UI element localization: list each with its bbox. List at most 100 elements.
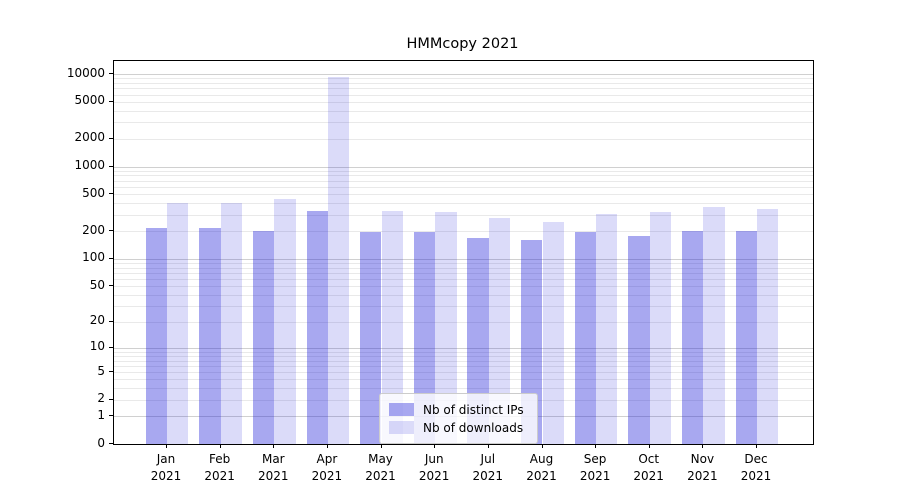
y-tick-label-2: 2 (97, 391, 105, 406)
legend: Nb of distinct IPs Nb of downloads (379, 393, 538, 444)
y-gridline-minor-7000 (114, 88, 813, 90)
x-tick-mark (219, 444, 221, 448)
y-gridline-minor-7 (114, 360, 813, 362)
x-tick-label-dec: Dec 2021 (740, 452, 772, 483)
y-tick-label-10000: 10000 (66, 65, 105, 80)
y-gridline-minor-600 (114, 187, 813, 188)
bar-downloads-apr (327, 76, 350, 444)
bar-downloads-dec (757, 208, 779, 444)
y-gridline-minor-800 (114, 175, 813, 177)
bar-distinct-ips-dec (735, 231, 757, 444)
y-gridline-minor-9000 (114, 78, 813, 80)
x-tick-label-jun: Jun 2021 (418, 452, 450, 483)
bar-downloads-may (381, 210, 403, 444)
legend-swatch-downloads (389, 421, 414, 434)
y-gridline-minor-5000 (114, 101, 813, 103)
x-tick-mark (434, 444, 436, 448)
chart-title: HMMcopy 2021 (406, 36, 519, 52)
y-tick-label-1: 1 (97, 407, 105, 422)
y-gridline-minor-2000 (114, 138, 813, 140)
y-gridline-minor-400 (114, 203, 813, 205)
x-tick-mark (326, 444, 328, 448)
y-tick-mark (109, 137, 113, 139)
y-gridline-major-100 (114, 258, 813, 260)
y-tick-mark (109, 230, 113, 231)
legend-label-distinct-ips: Nb of distinct IPs (423, 402, 524, 417)
y-gridline-minor-900 (114, 170, 813, 172)
x-tick-mark (166, 444, 167, 448)
y-tick-mark (109, 193, 113, 195)
plot-area: Nb of distinct IPs Nb of downloads (113, 60, 814, 445)
y-gridline-minor-70 (114, 272, 813, 274)
x-tick-label-feb: Feb 2021 (204, 452, 235, 483)
y-gridline-minor-500 (114, 194, 813, 196)
y-tick-label-10: 10 (89, 339, 105, 354)
y-tick-mark (109, 165, 113, 167)
x-tick-mark (702, 444, 704, 448)
bar-downloads-jun (435, 212, 457, 444)
bar-distinct-ips-mar (252, 231, 275, 444)
x-tick-label-nov: Nov 2021 (687, 452, 718, 483)
bar-distinct-ips-aug (521, 239, 543, 444)
y-gridline-minor-8 (114, 355, 813, 357)
bar-downloads-mar (274, 198, 296, 444)
bar-downloads-jan (167, 202, 189, 444)
y-tick-label-500: 500 (82, 185, 105, 200)
x-tick-mark (756, 444, 757, 448)
x-tick-label-apr: Apr 2021 (311, 452, 343, 483)
y-tick-mark (109, 398, 113, 400)
x-tick-label-mar: Mar 2021 (258, 452, 289, 483)
y-tick-mark (109, 415, 113, 417)
y-tick-mark (109, 371, 113, 372)
y-tick-label-1000: 1000 (74, 158, 105, 172)
legend-label-downloads: Nb of downloads (423, 420, 524, 435)
y-gridline-minor-8000 (114, 83, 813, 84)
bar-downloads-sep (596, 214, 618, 444)
y-gridline-minor-700 (114, 180, 813, 182)
y-tick-label-100: 100 (82, 250, 105, 265)
y-gridline-minor-4000 (114, 110, 813, 112)
y-tick-mark (109, 443, 113, 444)
y-gridline-minor-3000 (114, 122, 813, 124)
y-tick-mark (109, 320, 113, 322)
bar-distinct-ips-jan (145, 228, 167, 444)
y-tick-mark (109, 285, 113, 286)
bar-distinct-ips-oct (628, 236, 650, 444)
y-gridline-minor-50 (114, 286, 813, 287)
legend-item-distinct-ips: Nb of distinct IPs (389, 401, 528, 418)
y-tick-label-20: 20 (89, 313, 105, 328)
y-gridline-minor-40 (114, 294, 813, 296)
y-gridline-major-1000 (114, 166, 813, 168)
bar-distinct-ips-jul (467, 237, 489, 444)
y-tick-label-50: 50 (89, 277, 105, 292)
y-gridline-minor-200 (114, 231, 813, 232)
legend-item-downloads: Nb of downloads (389, 419, 528, 436)
bar-distinct-ips-sep (574, 231, 597, 444)
bar-downloads-jul (488, 218, 511, 444)
bar-distinct-ips-apr (306, 210, 328, 444)
y-tick-label-0: 0 (97, 435, 105, 450)
y-gridline-major-10000 (114, 74, 813, 75)
y-tick-label-5: 5 (97, 363, 105, 378)
x-tick-mark (595, 444, 597, 448)
y-tick-label-200: 200 (82, 222, 105, 237)
bar-downloads-nov (703, 206, 725, 444)
bar-distinct-ips-may (360, 232, 382, 444)
bar-downloads-oct (649, 212, 672, 444)
y-gridline-minor-80 (114, 267, 813, 269)
x-tick-mark (648, 444, 650, 448)
bar-distinct-ips-jun (413, 231, 436, 444)
y-tick-label-2000: 2000 (74, 130, 105, 145)
x-tick-label-jan: Jan 2021 (150, 452, 182, 483)
x-tick-mark (487, 444, 489, 448)
y-gridline-minor-5 (114, 372, 813, 373)
y-gridline-minor-90 (114, 262, 813, 264)
y-gridline-minor-4 (114, 379, 813, 381)
y-gridline-major-10 (114, 347, 813, 349)
y-tick-mark (109, 100, 113, 102)
bar-downloads-feb (220, 202, 242, 444)
bar-downloads-aug (542, 222, 564, 444)
legend-swatch-distinct-ips (389, 403, 414, 416)
y-gridline-minor-9 (114, 351, 813, 353)
y-gridline-minor-6000 (114, 94, 813, 96)
